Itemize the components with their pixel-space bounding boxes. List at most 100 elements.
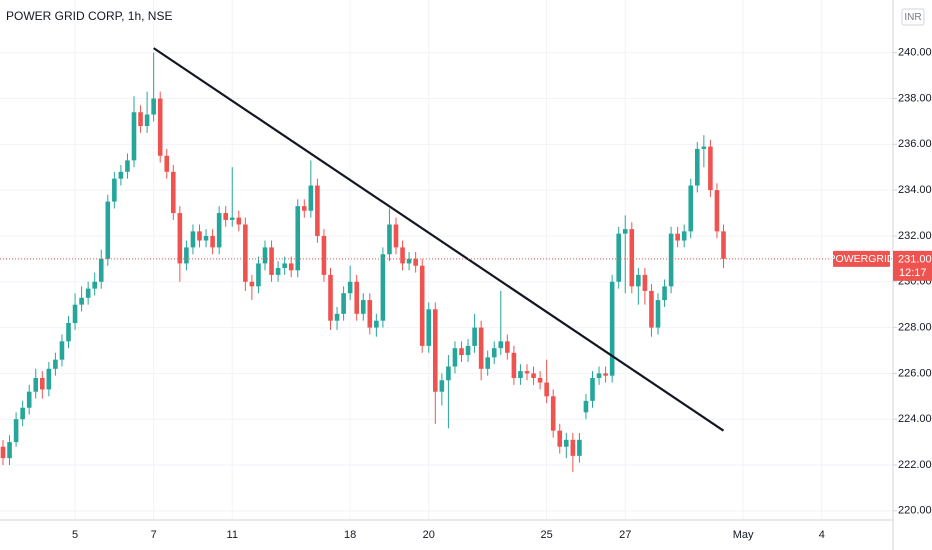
candle-body <box>328 274 333 321</box>
candle-body <box>583 400 589 413</box>
candle-body <box>393 224 399 248</box>
candle-body <box>695 148 700 186</box>
candle-body <box>125 160 130 172</box>
candle-body <box>708 146 713 191</box>
candle-body <box>478 327 484 369</box>
candle-body <box>380 254 386 321</box>
candle-body <box>131 112 137 161</box>
y-tick-label: 232.00 <box>898 230 932 242</box>
candle-body <box>347 281 353 294</box>
candle-body <box>53 359 58 369</box>
symbol-badge <box>833 250 890 267</box>
currency: INR <box>904 12 921 23</box>
candle-body <box>622 229 628 234</box>
candle-body <box>164 155 170 172</box>
y-tick-label: 240.00 <box>898 47 932 59</box>
candle-body <box>472 327 477 346</box>
candle-body <box>249 281 255 287</box>
candle-body <box>609 281 615 376</box>
candle-body <box>144 114 150 126</box>
x-tick-label: 20 <box>423 529 435 541</box>
last-price-label: 231.00 <box>898 253 932 265</box>
candle-body <box>216 213 222 248</box>
candle-body <box>282 263 287 269</box>
candle-body <box>33 377 39 392</box>
candle-body <box>138 112 143 126</box>
candle-body <box>374 320 379 328</box>
x-tick-label: 7 <box>151 529 157 541</box>
x-tick-label: 5 <box>72 529 78 541</box>
candle-body <box>406 258 412 264</box>
candle-body <box>544 382 549 397</box>
candle-body <box>256 263 261 287</box>
candle-body <box>419 265 425 346</box>
candle-body <box>0 446 6 459</box>
candle-body <box>210 235 215 248</box>
candle-body <box>590 377 595 401</box>
candle-body <box>171 171 176 214</box>
candle-body <box>413 258 418 266</box>
y-tick-label: 224.00 <box>898 413 932 425</box>
candle-body <box>112 178 117 202</box>
candle-body <box>203 235 209 241</box>
candle-body <box>46 368 52 390</box>
chart-title: POWER GRID CORP, 1h, NSE <box>6 9 172 23</box>
candle-body <box>668 233 674 287</box>
candle-body <box>531 373 536 378</box>
symbol-label: POWERGRID <box>829 253 895 265</box>
candle-body <box>642 274 648 291</box>
candle-body <box>308 185 314 211</box>
candle-body <box>118 171 124 179</box>
candle-body <box>524 371 530 374</box>
candle-body <box>426 309 432 346</box>
candle-body <box>151 98 156 115</box>
candle-body <box>236 217 242 225</box>
trendline <box>153 47 725 432</box>
y-tick-label: 226.00 <box>898 367 932 379</box>
candle-body <box>177 213 183 264</box>
candle-body <box>85 288 91 298</box>
candle-body <box>72 304 78 323</box>
candle-body <box>184 247 189 264</box>
overlay: 220.00222.00224.00226.00228.00230.00232.… <box>0 47 932 541</box>
candle-body <box>98 258 104 282</box>
x-tick-label: 27 <box>619 529 631 541</box>
candle-body <box>79 297 84 305</box>
candle-body <box>675 233 680 241</box>
candle-body <box>537 377 543 383</box>
candle-body <box>603 373 608 376</box>
y-tick-label: 238.00 <box>898 92 932 104</box>
candle-body <box>655 300 661 328</box>
candle-body <box>92 281 97 289</box>
candle-body <box>105 201 111 259</box>
candle-body <box>570 439 576 456</box>
countdown: 12:17 <box>899 267 927 279</box>
candle-body <box>701 146 707 149</box>
x-tick-label: 4 <box>819 529 825 541</box>
y-tick-label: 234.00 <box>898 184 932 196</box>
candle-body <box>269 247 274 275</box>
candle-body <box>334 313 340 321</box>
candle-body <box>550 396 556 431</box>
currency-badge[interactable] <box>901 8 925 26</box>
candle-body <box>459 348 464 356</box>
candle-body <box>485 357 490 369</box>
candle-body <box>262 247 268 264</box>
y-tick-label: 220.00 <box>898 505 932 517</box>
candle-body <box>557 430 563 447</box>
candle-body <box>491 348 497 358</box>
candles <box>0 52 726 472</box>
candle-body <box>20 407 25 420</box>
x-tick-label: 11 <box>227 529 238 541</box>
candle-body <box>577 439 582 456</box>
candle-body <box>505 341 510 353</box>
candle-body <box>433 309 438 392</box>
candle-body <box>636 274 641 287</box>
candle-body <box>596 373 602 378</box>
candle-body <box>564 439 569 447</box>
candle-body <box>360 300 366 314</box>
candle-body <box>367 300 373 328</box>
candle-body <box>243 224 248 282</box>
candle-body <box>681 231 687 241</box>
